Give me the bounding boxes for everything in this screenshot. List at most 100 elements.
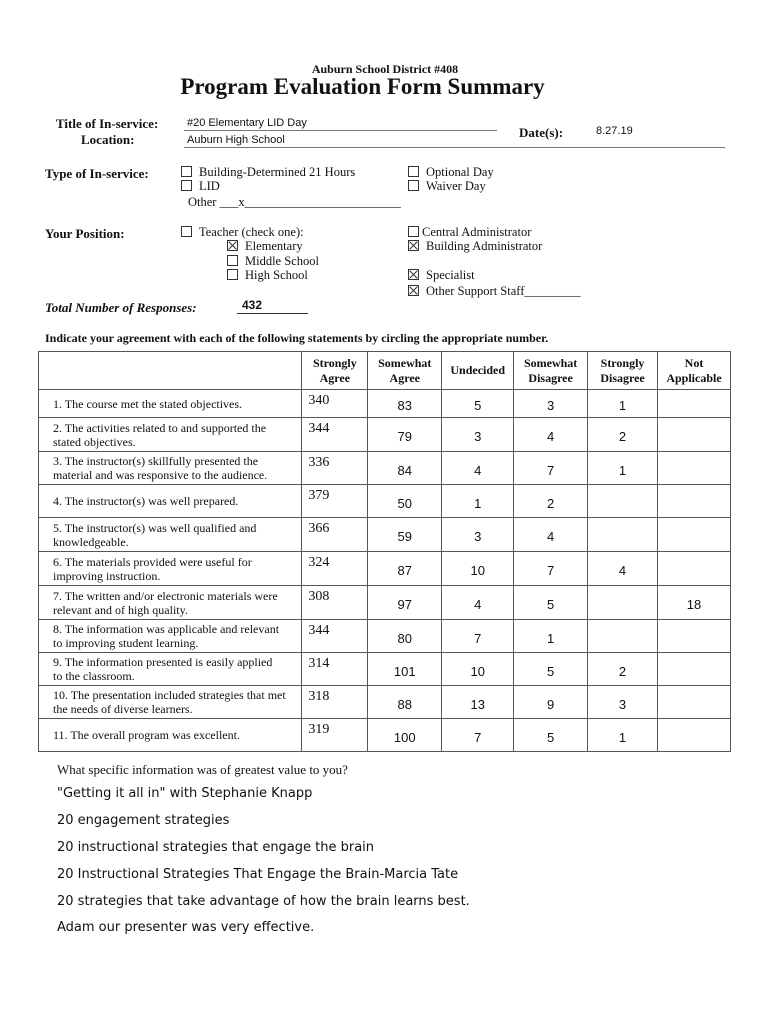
response-count: 1 xyxy=(513,619,589,653)
checkbox[interactable] xyxy=(181,180,192,191)
response-count: 1 xyxy=(441,484,515,518)
checkbox[interactable] xyxy=(227,269,238,280)
option-label: Optional Day xyxy=(426,165,494,179)
response-count: 344 xyxy=(301,619,369,653)
statement: 5. The instructor(s) was well qualified … xyxy=(37,517,303,552)
position-other-support[interactable]: Other Support Staff_________ xyxy=(408,284,581,299)
statement: 3. The instructor(s) skillfully presente… xyxy=(37,451,303,485)
response-count: 324 xyxy=(301,551,369,586)
title-label: Title of In-service: xyxy=(56,116,159,131)
header-blank xyxy=(37,351,303,390)
option-label: LID xyxy=(199,179,220,193)
checkbox[interactable] xyxy=(181,166,192,177)
option-label: Teacher (check one): xyxy=(199,225,304,239)
response-count: 3 xyxy=(587,685,658,719)
header-undecided: Undecided xyxy=(441,351,515,390)
type-other[interactable]: Other ___x_________________________ xyxy=(188,195,401,209)
checkbox[interactable] xyxy=(408,180,419,191)
answer-6: Adam our presenter was very effective. xyxy=(57,920,315,935)
checkbox-checked[interactable] xyxy=(408,285,419,296)
response-count: 80 xyxy=(367,619,443,653)
response-count: 366 xyxy=(301,517,369,552)
position-central-admin[interactable]: Central Administrator xyxy=(408,225,531,240)
response-count: 4 xyxy=(587,551,658,586)
district-name: Auburn School District #408 xyxy=(311,62,459,76)
option-label: Waiver Day xyxy=(426,179,486,193)
checkbox-checked[interactable] xyxy=(408,269,419,280)
response-count: 10 xyxy=(441,652,515,686)
table-row: 5. The instructor(s) was well qualified … xyxy=(37,517,731,552)
response-count: 101 xyxy=(367,652,443,686)
response-count: 3 xyxy=(513,389,589,418)
checkbox[interactable] xyxy=(227,255,238,266)
response-count: 9 xyxy=(513,685,589,719)
table-row: 6. The materials provided were useful fo… xyxy=(37,551,731,586)
response-count xyxy=(587,585,658,620)
header-strongly-agree: Strongly Agree xyxy=(301,351,369,390)
answer-2: 20 engagement strategies xyxy=(57,813,230,828)
response-count xyxy=(587,484,658,518)
response-count: 3 xyxy=(441,517,515,552)
type-option-waiver[interactable]: Waiver Day xyxy=(408,179,486,194)
response-count: 10 xyxy=(441,551,515,586)
position-teacher[interactable]: Teacher (check one): xyxy=(181,225,304,240)
statement: 2. The activities related to and support… xyxy=(37,417,303,452)
title-value[interactable]: #20 Elementary LID Day xyxy=(187,117,307,129)
answer-1: "Getting it all in" with Stephanie Knapp xyxy=(57,786,313,801)
date-value[interactable]: 8.27.19 xyxy=(596,125,633,137)
table-row: 8. The information was applicable and re… xyxy=(37,619,731,653)
response-count: 7 xyxy=(441,718,515,752)
type-option-building[interactable]: Building-Determined 21 Hours xyxy=(181,165,355,180)
position-building-admin[interactable]: Building Administrator xyxy=(408,239,542,254)
option-label: Middle School xyxy=(245,254,319,268)
page-title: Program Evaluation Form Summary xyxy=(180,74,545,99)
type-option-optional[interactable]: Optional Day xyxy=(408,165,494,180)
response-count xyxy=(587,619,658,653)
statement: 8. The information was applicable and re… xyxy=(37,619,303,653)
response-count xyxy=(587,517,658,552)
response-count: 5 xyxy=(513,585,589,620)
position-label: Your Position: xyxy=(45,226,125,241)
statement: 11. The overall program was excellent. xyxy=(37,718,303,752)
position-middle[interactable]: Middle School xyxy=(227,254,319,269)
response-count: 318 xyxy=(301,685,369,719)
response-count: 100 xyxy=(367,718,443,752)
response-count: 319 xyxy=(301,718,369,752)
response-count xyxy=(657,652,731,686)
checkbox-checked[interactable] xyxy=(408,240,419,251)
responses-value: 432 xyxy=(242,298,263,312)
type-option-lid[interactable]: LID xyxy=(181,179,220,194)
response-count: 379 xyxy=(301,484,369,518)
checkbox[interactable] xyxy=(408,226,419,237)
position-high[interactable]: High School xyxy=(227,268,308,283)
checkbox[interactable] xyxy=(181,226,192,237)
response-count: 1 xyxy=(587,389,658,418)
table-row: 2. The activities related to and support… xyxy=(37,417,731,452)
header-somewhat-disagree: Somewhat Disagree xyxy=(513,351,589,390)
position-elementary[interactable]: Elementary xyxy=(227,239,303,254)
response-count: 1 xyxy=(587,451,658,485)
statement: 10. The presentation included strategies… xyxy=(37,685,303,719)
option-label: Building-Determined 21 Hours xyxy=(199,165,356,179)
header-somewhat-agree: Somewhat Agree xyxy=(367,351,443,390)
date-label: Date(s): xyxy=(519,125,564,140)
response-count xyxy=(657,718,731,752)
response-count: 336 xyxy=(301,451,369,485)
response-count: 7 xyxy=(513,551,589,586)
response-count: 4 xyxy=(441,451,515,485)
position-specialist[interactable]: Specialist xyxy=(408,268,475,283)
table-row: 1. The course met the stated objectives.… xyxy=(37,389,731,418)
table-header-row: Strongly Agree Somewhat Agree Undecided So… xyxy=(37,351,731,390)
response-count: 59 xyxy=(367,517,443,552)
option-label: Elementary xyxy=(245,239,303,253)
statement: 4. The instructor(s) was well prepared. xyxy=(37,484,303,518)
location-value[interactable]: Auburn High School xyxy=(187,134,285,146)
response-count: 7 xyxy=(441,619,515,653)
checkbox-checked[interactable] xyxy=(227,240,238,251)
response-count: 340 xyxy=(301,389,369,418)
evaluation-table: Strongly Agree Somewhat Agree Undecided So… xyxy=(37,351,731,752)
response-count xyxy=(657,619,731,653)
response-count: 5 xyxy=(513,652,589,686)
checkbox[interactable] xyxy=(408,166,419,177)
response-count xyxy=(657,417,731,452)
